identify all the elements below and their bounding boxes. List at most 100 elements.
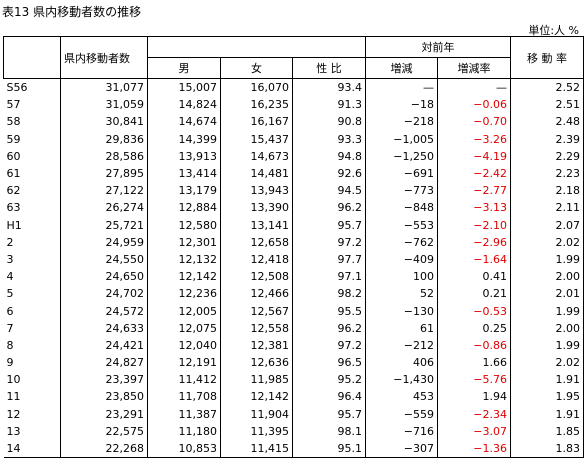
value-cell: 14,674 xyxy=(147,113,221,131)
table-row: 62 27,122 13,179 13,943 94.5 −773 −2.77 2.18 xyxy=(3,182,585,200)
value-cell: 22,268 xyxy=(60,439,148,459)
value-cell: 12,567 xyxy=(220,302,293,320)
value-cell: 24,421 xyxy=(60,336,148,354)
value-cell: 12,508 xyxy=(220,268,293,286)
value-cell: 94.8 xyxy=(291,147,367,165)
value-cell: 28,586 xyxy=(60,147,148,165)
table-row: 4 24,650 12,142 12,508 97.1 100 0.41 2.00 xyxy=(3,268,585,286)
value-cell: 91.3 xyxy=(291,96,367,114)
value-cell: 1.94 xyxy=(437,388,512,406)
value-cell: 26,274 xyxy=(60,199,148,217)
value-cell: −2.10 xyxy=(437,216,512,234)
value-cell: 12,005 xyxy=(147,302,221,320)
table-row: 12 23,291 11,387 11,904 95.7 −559 −2.34 1.91 xyxy=(3,405,585,423)
value-cell: — xyxy=(365,78,439,97)
value-cell: −2.96 xyxy=(437,233,512,251)
year-cell: 3 xyxy=(3,250,61,269)
value-cell: −559 xyxy=(365,405,439,423)
value-cell: 13,390 xyxy=(220,199,293,217)
value-cell: 100 xyxy=(365,268,439,286)
value-cell: 2.39 xyxy=(510,130,585,148)
value-cell: 11,904 xyxy=(220,405,293,423)
year-cell: 59 xyxy=(3,130,61,148)
value-cell: 12,884 xyxy=(147,199,221,217)
value-cell: 92.6 xyxy=(291,164,367,183)
value-cell: −18 xyxy=(365,96,439,114)
table-row: 61 27,895 13,414 14,481 92.6 −691 −2.42 2.23 xyxy=(3,164,585,183)
year-cell: 5 xyxy=(3,285,61,303)
value-cell: −307 xyxy=(365,439,439,459)
header: 増減率 xyxy=(437,57,512,79)
value-cell: 1.91 xyxy=(510,405,585,423)
year-cell: 63 xyxy=(3,199,61,217)
year-cell: H1 xyxy=(3,216,61,234)
value-cell: 1.99 xyxy=(510,250,585,269)
value-cell: 11,395 xyxy=(220,422,293,440)
table-row: 60 28,586 13,913 14,673 94.8 −1,250 −4.19 2.29 xyxy=(3,147,585,165)
value-cell: 10,853 xyxy=(147,439,221,459)
value-cell: 13,913 xyxy=(147,147,221,165)
value-cell: 2.07 xyxy=(510,216,585,234)
value-cell: 13,179 xyxy=(147,182,221,200)
value-cell: 24,550 xyxy=(60,250,148,269)
value-cell: — xyxy=(437,78,512,97)
value-cell: 11,412 xyxy=(147,371,221,389)
value-cell: 406 xyxy=(365,354,439,372)
table-row: 7 24,633 12,075 12,558 96.2 61 0.25 2.00 xyxy=(3,319,585,337)
value-cell: 12,658 xyxy=(220,233,293,251)
header: 対前年 xyxy=(365,36,512,58)
table-row: 8 24,421 12,040 12,381 97.2 −212 −0.86 1.99 xyxy=(3,336,585,354)
value-cell: 31,059 xyxy=(60,96,148,114)
value-cell: 25,721 xyxy=(60,216,148,234)
value-cell: 2.00 xyxy=(510,268,585,286)
value-cell: −5.76 xyxy=(437,371,512,389)
value-cell: 97.1 xyxy=(291,268,367,286)
year-cell: 12 xyxy=(3,405,61,423)
year-cell: 58 xyxy=(3,113,61,131)
table-row: 6 24,572 12,005 12,567 95.5 −130 −0.53 1.99 xyxy=(3,302,585,320)
value-cell: 96.5 xyxy=(291,354,367,372)
value-cell: 1.99 xyxy=(510,336,585,354)
value-cell: 15,007 xyxy=(147,78,221,97)
value-cell: 96.2 xyxy=(291,319,367,337)
value-cell: 29,836 xyxy=(60,130,148,148)
value-cell: 12,381 xyxy=(220,336,293,354)
value-cell: 14,673 xyxy=(220,147,293,165)
value-cell: 27,122 xyxy=(60,182,148,200)
value-cell: 11,708 xyxy=(147,388,221,406)
table-row: 11 23,850 11,708 12,142 96.4 453 1.94 1.95 xyxy=(3,388,585,406)
table-row: 14 22,268 10,853 11,415 95.1 −307 −1.36 1.83 xyxy=(3,439,585,459)
value-cell: −762 xyxy=(365,233,439,251)
value-cell: 61 xyxy=(365,319,439,337)
value-cell: 23,397 xyxy=(60,371,148,389)
year-cell: 7 xyxy=(3,319,61,337)
value-cell: 13,943 xyxy=(220,182,293,200)
value-cell: 13,414 xyxy=(147,164,221,183)
year-cell: 4 xyxy=(3,268,61,286)
table-row: 58 30,841 14,674 16,167 90.8 −218 −0.70 2.48 xyxy=(3,113,585,131)
value-cell: 1.99 xyxy=(510,302,585,320)
value-cell: 1.83 xyxy=(510,439,585,459)
value-cell: 12,040 xyxy=(147,336,221,354)
value-cell: 11,415 xyxy=(220,439,293,459)
value-cell: −691 xyxy=(365,164,439,183)
year-cell: 10 xyxy=(3,371,61,389)
year-cell: 61 xyxy=(3,164,61,183)
value-cell: 2.02 xyxy=(510,354,585,372)
value-cell: 14,481 xyxy=(220,164,293,183)
value-cell: 95.5 xyxy=(291,302,367,320)
value-cell: 12,191 xyxy=(147,354,221,372)
table-row: H1 25,721 12,580 13,141 95.7 −553 −2.10 2.07 xyxy=(3,216,585,234)
header-blank xyxy=(3,36,61,79)
table-body: S56 31,077 15,007 16,070 93.4— —2.52 57 31,059 1… xyxy=(3,78,585,459)
value-cell: 14,824 xyxy=(147,96,221,114)
value-cell: 15,437 xyxy=(220,130,293,148)
value-cell: 98.1 xyxy=(291,422,367,440)
year-cell: 14 xyxy=(3,439,61,459)
table-row: 9 24,827 12,191 12,636 96.5 406 1.66 2.02 xyxy=(3,354,585,372)
value-cell: −0.70 xyxy=(437,113,512,131)
table-row: 10 23,397 11,412 11,985 95.2 −1,430 −5.76 1.91 xyxy=(3,371,585,389)
table-row: 2 24,959 12,301 12,658 97.2 −762 −2.96 2.02 xyxy=(3,233,585,251)
value-cell: 11,985 xyxy=(220,371,293,389)
value-cell: 93.4 xyxy=(291,78,367,97)
